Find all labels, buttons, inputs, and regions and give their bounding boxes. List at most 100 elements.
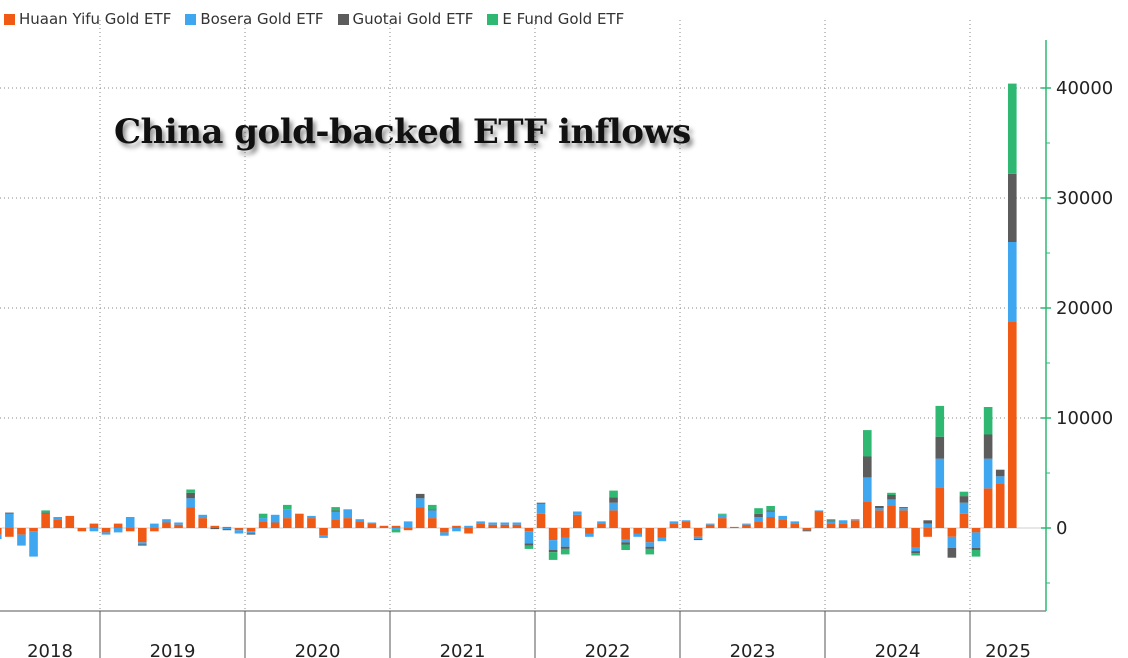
y-tick-label-10000: 10000: [1056, 408, 1113, 429]
bar-bosera-86: [995, 476, 1005, 484]
bar-bosera-59: [669, 521, 679, 524]
legend-label-bosera: Bosera Gold ETF: [200, 10, 324, 28]
y-tick-label-30000: 30000: [1056, 188, 1113, 209]
bar-huaan-63: [717, 518, 727, 528]
bar-guotai-77: [887, 495, 896, 500]
bar-huaan-87: [1007, 321, 1017, 528]
bar-bosera-76: [875, 508, 884, 511]
bar-bosera-41: [452, 528, 461, 532]
bar-bosera-51: [572, 511, 582, 515]
bar-guotai-19: [186, 492, 195, 499]
bar-guotai-50: [560, 546, 570, 549]
x-tick-label-2024: 2024: [875, 641, 921, 658]
x-tick-label-2019: 2019: [150, 641, 196, 658]
bar-guotai-75: [862, 456, 872, 478]
bar-efund-79: [911, 553, 920, 556]
bar-guotai-55: [621, 542, 630, 545]
bar-huaan-15: [137, 528, 147, 543]
bar-huaan-6: [29, 528, 38, 532]
bar-bosera-44: [488, 522, 498, 525]
bar-efund-39: [427, 504, 437, 510]
bar-huaan-68: [778, 519, 788, 528]
bar-guotai-79: [911, 551, 920, 554]
bar-bosera-34: [367, 522, 377, 524]
legend-swatch-bosera: [185, 13, 197, 25]
bar-efund-55: [621, 544, 630, 550]
bar-huaan-77: [887, 506, 896, 528]
bar-huaan-23: [234, 528, 244, 531]
bar-huaan-72: [826, 523, 836, 528]
bar-huaan-55: [621, 528, 630, 539]
bar-bosera-22: [222, 528, 232, 530]
legend-item-huaan: Huaan Yifu Gold ETF: [4, 10, 171, 28]
bar-guotai-86: [995, 469, 1005, 477]
bar-efund-83: [959, 491, 969, 497]
bar-huaan-36: [391, 525, 401, 528]
bar-bosera-67: [766, 511, 775, 517]
bar-guotai-7: [41, 512, 50, 514]
bar-huaan-38: [415, 507, 425, 528]
bar-bosera-38: [415, 498, 425, 508]
bar-bosera-69: [790, 521, 800, 524]
bar-huaan-65: [742, 524, 751, 528]
bar-bosera-11: [89, 528, 99, 532]
bar-bosera-83: [959, 502, 969, 514]
bar-huaan-11: [89, 523, 99, 528]
bar-huaan-81: [935, 487, 945, 528]
bar-bosera-27: [282, 509, 292, 519]
bar-bosera-17: [162, 519, 171, 523]
bar-bosera-74: [850, 519, 860, 521]
bar-efund-85: [983, 407, 993, 435]
bar-bosera-25: [258, 518, 268, 522]
bar-bosera-20: [198, 514, 208, 519]
bar-efund-84: [971, 550, 981, 557]
bar-bosera-42: [464, 525, 473, 528]
bar-guotai-87: [1007, 173, 1017, 242]
bar-efund-31: [331, 507, 340, 511]
bar-efund-47: [524, 545, 534, 549]
bar-huaan-41: [452, 525, 461, 528]
bar-bosera-16: [150, 523, 159, 528]
x-tick-label-2021: 2021: [440, 641, 486, 658]
bar-guotai-38: [415, 493, 425, 499]
bar-huaan-45: [500, 524, 510, 528]
bar-huaan-70: [802, 528, 812, 531]
bar-efund-81: [935, 405, 945, 437]
bar-bosera-3: [0, 534, 2, 539]
bar-guotai-21: [210, 528, 220, 530]
bar-huaan-60: [681, 521, 691, 528]
bar-huaan-31: [331, 519, 340, 528]
bar-bosera-63: [717, 514, 727, 519]
legend-item-efund: E Fund Gold ETF: [487, 10, 624, 28]
bar-efund-49: [548, 552, 558, 560]
bar-huaan-30: [319, 528, 328, 536]
bar-huaan-54: [609, 510, 618, 528]
bar-bosera-54: [609, 502, 618, 511]
bar-bosera-50: [560, 537, 570, 547]
bar-huaan-53: [597, 523, 606, 528]
bar-huaan-73: [838, 523, 848, 528]
bar-bosera-8: [53, 517, 63, 520]
bar-huaan-83: [959, 513, 969, 528]
bar-bosera-62: [705, 523, 715, 525]
bar-bosera-37: [403, 521, 413, 528]
bar-bosera-60: [681, 520, 691, 522]
bar-huaan-19: [186, 507, 195, 528]
bar-huaan-14: [125, 528, 135, 532]
bar-bosera-40: [440, 532, 449, 536]
bar-guotai-61: [693, 539, 703, 541]
x-tick-label-2018: 2018: [27, 641, 73, 658]
bar-huaan-5: [17, 528, 26, 535]
bar-huaan-62: [705, 524, 715, 528]
bar-bosera-80: [923, 523, 933, 528]
bar-huaan-52: [585, 528, 594, 534]
bar-huaan-21: [210, 525, 220, 528]
bar-huaan-44: [488, 524, 498, 528]
bar-bosera-79: [911, 547, 920, 552]
bar-bosera-32: [343, 509, 353, 519]
bar-huaan-49: [548, 528, 558, 541]
bar-bosera-65: [742, 523, 751, 525]
bar-efund-19: [186, 489, 195, 493]
bar-huaan-20: [198, 518, 208, 528]
